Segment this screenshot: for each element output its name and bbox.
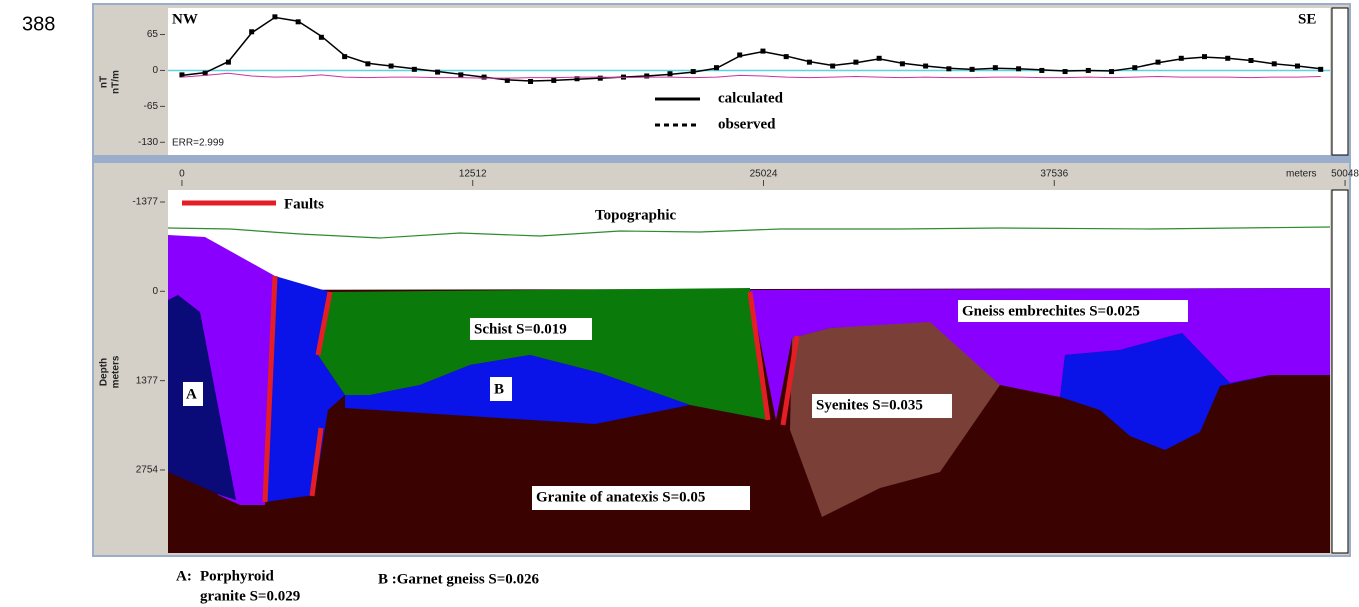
observed-point bbox=[1179, 56, 1184, 61]
observed-point bbox=[1248, 58, 1253, 63]
footnote: B :Garnet gneiss S=0.026 bbox=[378, 571, 540, 587]
observed-point bbox=[853, 60, 858, 65]
unit-label: B bbox=[494, 381, 504, 397]
x-tick-label: 25024 bbox=[750, 169, 778, 180]
unit-label: Granite of anatexis S=0.05 bbox=[536, 489, 705, 505]
observed-point bbox=[1109, 69, 1114, 74]
observed-point bbox=[923, 64, 928, 69]
y-tick-label: 65 bbox=[147, 29, 159, 40]
y-tick-label: 0 bbox=[152, 65, 158, 76]
observed-point bbox=[1039, 68, 1044, 73]
observed-point bbox=[1202, 54, 1207, 59]
observed-point bbox=[458, 72, 463, 77]
observed-point bbox=[760, 49, 765, 54]
observed-point bbox=[412, 67, 417, 72]
observed-point bbox=[1016, 66, 1021, 71]
observed-point bbox=[482, 75, 487, 80]
observed-point bbox=[807, 60, 812, 65]
observed-point bbox=[296, 19, 301, 24]
observed-point bbox=[365, 61, 370, 66]
y-tick-label: 1377 bbox=[136, 375, 159, 386]
observed-point bbox=[598, 76, 603, 81]
observed-point bbox=[1156, 60, 1161, 65]
unit-label: Gneiss embrechites S=0.025 bbox=[962, 303, 1140, 319]
y-tick-label: -130 bbox=[138, 137, 158, 148]
footnote: Porphyroid bbox=[200, 568, 275, 584]
observed-point bbox=[900, 61, 905, 66]
observed-point bbox=[970, 67, 975, 72]
footnote: A: bbox=[176, 568, 192, 584]
y-axis-title-line: nT bbox=[99, 76, 110, 88]
observed-point bbox=[342, 54, 347, 59]
y-tick-label: -1377 bbox=[132, 197, 158, 208]
observed-point bbox=[435, 70, 440, 75]
x-tick-label: 12512 bbox=[459, 169, 487, 180]
corner-label: SE bbox=[1298, 11, 1316, 27]
unit-label: A bbox=[186, 386, 197, 402]
observed-point bbox=[272, 14, 277, 19]
profile-panel bbox=[168, 8, 1330, 155]
corner-label: NW bbox=[172, 11, 198, 27]
y-axis-title-line: meters bbox=[111, 355, 122, 388]
unit-label: Syenites S=0.035 bbox=[816, 397, 923, 413]
observed-point bbox=[830, 64, 835, 69]
x-tick-label: 0 bbox=[179, 169, 185, 180]
observed-point bbox=[667, 71, 672, 76]
y-axis-title-line: Depth bbox=[99, 358, 110, 386]
x-tick-label: 37536 bbox=[1040, 169, 1068, 180]
observed-point bbox=[691, 69, 696, 74]
observed-point bbox=[1318, 67, 1323, 72]
x-tick-label: 50048 bbox=[1331, 169, 1359, 180]
figure-number: 388 bbox=[22, 13, 55, 35]
legend-label: calculated bbox=[718, 90, 784, 106]
scrollbar[interactable] bbox=[1332, 8, 1348, 155]
observed-point bbox=[1086, 68, 1091, 73]
observed-point bbox=[226, 60, 231, 65]
observed-point bbox=[993, 65, 998, 70]
splitter bbox=[93, 155, 1350, 163]
observed-point bbox=[528, 79, 533, 84]
observed-point bbox=[644, 73, 649, 78]
footnote: granite S=0.029 bbox=[200, 588, 300, 604]
topography-label: Topographic bbox=[595, 207, 676, 223]
page: 388 Faults Topographic Schist S=0.019 B … bbox=[0, 0, 1359, 607]
scrollbar[interactable] bbox=[1332, 190, 1348, 553]
observed-point bbox=[877, 56, 882, 61]
y-tick-label: 2754 bbox=[136, 465, 159, 476]
y-axis-title: Depth meters bbox=[99, 355, 122, 388]
observed-point bbox=[946, 66, 951, 71]
observed-point bbox=[621, 75, 626, 80]
figure: 388 Faults Topographic Schist S=0.019 B … bbox=[0, 0, 1359, 607]
error-annotation: ERR=2.999 bbox=[172, 138, 224, 149]
observed-point bbox=[714, 65, 719, 70]
y-tick-label: -65 bbox=[144, 101, 159, 112]
observed-point bbox=[1295, 64, 1300, 69]
observed-point bbox=[1225, 56, 1230, 61]
fault-legend: Faults bbox=[284, 196, 324, 212]
observed-point bbox=[784, 54, 789, 59]
observed-point bbox=[1132, 65, 1137, 70]
y-axis-title-line: nT/m bbox=[111, 70, 122, 94]
observed-point bbox=[1272, 61, 1277, 66]
observed-point bbox=[737, 52, 742, 57]
y-tick-label: 0 bbox=[152, 286, 158, 297]
observed-point bbox=[1063, 69, 1068, 74]
observed-point bbox=[249, 29, 254, 34]
legend-label: observed bbox=[718, 116, 776, 132]
observed-point bbox=[319, 35, 324, 40]
unit-label: Schist S=0.019 bbox=[474, 321, 567, 337]
observed-point bbox=[551, 78, 556, 83]
observed-point bbox=[389, 64, 394, 69]
x-axis-title: meters bbox=[1286, 169, 1317, 180]
